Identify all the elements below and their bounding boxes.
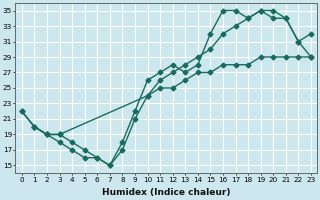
X-axis label: Humidex (Indice chaleur): Humidex (Indice chaleur) [102,188,231,197]
